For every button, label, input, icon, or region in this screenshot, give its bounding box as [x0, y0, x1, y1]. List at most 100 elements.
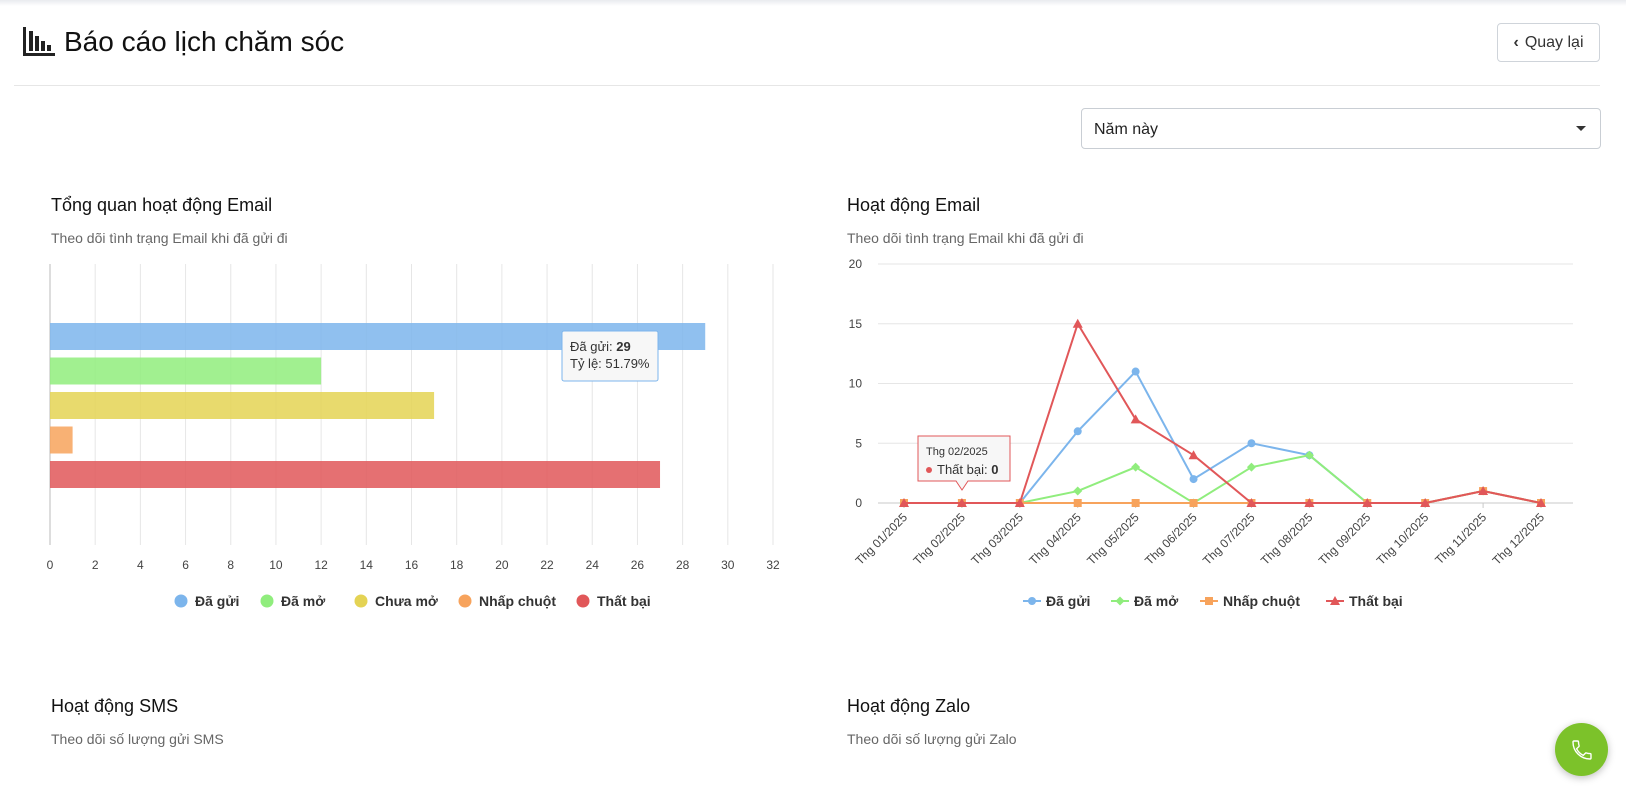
x-tick-label: 4	[137, 558, 144, 572]
legend-marker	[174, 594, 188, 608]
x-tick-label: 14	[360, 558, 374, 572]
top-shadow	[0, 0, 1626, 6]
x-tick-label: 30	[721, 558, 735, 572]
x-tick-label: 26	[631, 558, 645, 572]
bar	[50, 461, 661, 488]
data-point	[1478, 486, 1489, 496]
legend-label: Chưa mở	[375, 593, 438, 609]
x-tick-label: 2	[92, 558, 99, 572]
x-tick-label: Thg 01/2025	[853, 510, 911, 568]
legend-label: Đã gửi	[195, 593, 239, 609]
x-tick-label: 20	[495, 558, 509, 572]
call-button[interactable]	[1555, 723, 1608, 776]
x-tick-label: 24	[586, 558, 600, 572]
x-tick-label: Thg 06/2025	[1142, 510, 1200, 568]
tooltip-marker	[926, 467, 932, 473]
x-tick-label: 12	[314, 558, 328, 572]
tooltip-box	[561, 330, 659, 382]
period-select-value: Năm này	[1094, 121, 1159, 138]
tooltip-box	[917, 435, 1011, 491]
y-tick-label: 0	[855, 496, 862, 510]
data-point	[1014, 498, 1025, 507]
back-button[interactable]: ‹ Quay lại	[1497, 23, 1600, 62]
data-point	[1073, 499, 1082, 507]
legend-label: Đã mở	[1134, 593, 1178, 609]
bar-chart-icon	[23, 27, 55, 56]
data-point	[899, 498, 909, 507]
chevron-left-icon: ‹	[1513, 33, 1519, 51]
legend-marker	[1330, 596, 1340, 605]
x-tick-label: Thg 10/2025	[1374, 510, 1432, 568]
x-tick-label: 16	[405, 558, 419, 572]
x-tick-label: Thg 08/2025	[1258, 510, 1316, 568]
data-point	[1073, 427, 1082, 436]
x-tick-label: 22	[540, 558, 554, 572]
email-overview-subtitle: Theo dõi tình trạng Email khi đã gửi đi	[51, 230, 288, 246]
data-point	[1072, 318, 1083, 328]
data-point	[1073, 486, 1083, 496]
data-point	[1189, 499, 1198, 507]
legend-label: Nhấp chuột	[479, 593, 556, 609]
x-tick-label: 8	[227, 558, 234, 572]
x-tick-label: 0	[47, 558, 54, 572]
data-point	[956, 498, 967, 507]
legend-label: Thất bại	[597, 593, 651, 609]
sms-activity-subtitle: Theo dõi số lượng gửi SMS	[51, 731, 224, 747]
data-point	[1362, 498, 1373, 507]
x-tick-label: Thg 03/2025	[968, 510, 1026, 568]
zalo-activity-title: Hoạt động Zalo	[847, 696, 971, 716]
data-point	[1304, 498, 1315, 507]
x-tick-label: 6	[182, 558, 189, 572]
legend-label: Đã mở	[281, 593, 325, 609]
legend-marker	[1205, 597, 1213, 605]
y-tick-label: 20	[849, 257, 863, 271]
x-tick-label: Thg 02/2025	[910, 510, 968, 568]
legend-label: Đã gửi	[1046, 593, 1090, 609]
tooltip-line: Thất bại: 0	[937, 462, 998, 477]
y-tick-label: 5	[855, 436, 862, 450]
data-point	[1247, 439, 1256, 448]
x-tick-label: 32	[766, 558, 780, 572]
tooltip-line: Đã gửi: 29	[570, 339, 631, 354]
x-tick-label: Thg 12/2025	[1490, 510, 1548, 568]
legend-marker	[576, 594, 590, 608]
series-line	[904, 490, 1542, 504]
data-point	[1189, 475, 1198, 484]
data-point	[1130, 414, 1141, 424]
legend-marker	[260, 594, 274, 608]
email-activity-title: Hoạt động Email	[847, 195, 981, 215]
bar	[50, 426, 73, 454]
x-tick-label: 18	[450, 558, 464, 572]
back-button-label: Quay lại	[1524, 33, 1584, 51]
tooltip-line: Tỷ lệ: 51.79%	[570, 356, 650, 371]
legend-marker	[1115, 596, 1125, 606]
x-tick-label: Thg 05/2025	[1084, 510, 1142, 568]
line-tooltip: Thg 02/2025 Thất bại: 0	[917, 435, 1011, 491]
bar-tooltip: Đã gửi: 29 Tỷ lệ: 51.79%	[561, 330, 659, 382]
data-point	[1420, 498, 1431, 507]
period-select[interactable]: Năm này	[1081, 108, 1601, 149]
legend-label: Nhấp chuột	[1223, 593, 1300, 609]
data-point	[1536, 498, 1546, 507]
data-point	[1131, 499, 1140, 507]
page-title: Báo cáo lịch chăm sóc	[64, 26, 345, 57]
data-point	[1131, 367, 1140, 376]
sms-activity-title: Hoạt động SMS	[51, 696, 179, 716]
legend-marker	[1028, 597, 1036, 605]
data-point	[1131, 462, 1141, 472]
tooltip-header: Thg 02/2025	[926, 446, 988, 458]
x-tick-label: 28	[676, 558, 690, 572]
page-header: Báo cáo lịch chăm sóc ‹ Quay lại	[14, 14, 1600, 86]
legend-marker	[354, 594, 368, 608]
x-tick-label: Thg 04/2025	[1026, 510, 1084, 568]
bar	[50, 357, 322, 385]
caret-down-icon	[1576, 126, 1586, 131]
email-activity-subtitle: Theo dõi tình trạng Email khi đã gửi đi	[847, 230, 1084, 246]
bar	[50, 392, 435, 419]
x-tick-label: Thg 09/2025	[1316, 510, 1374, 568]
y-tick-label: 10	[849, 377, 863, 391]
y-tick-label: 15	[849, 317, 863, 331]
data-point	[1246, 498, 1257, 507]
phone-icon	[1571, 739, 1592, 760]
